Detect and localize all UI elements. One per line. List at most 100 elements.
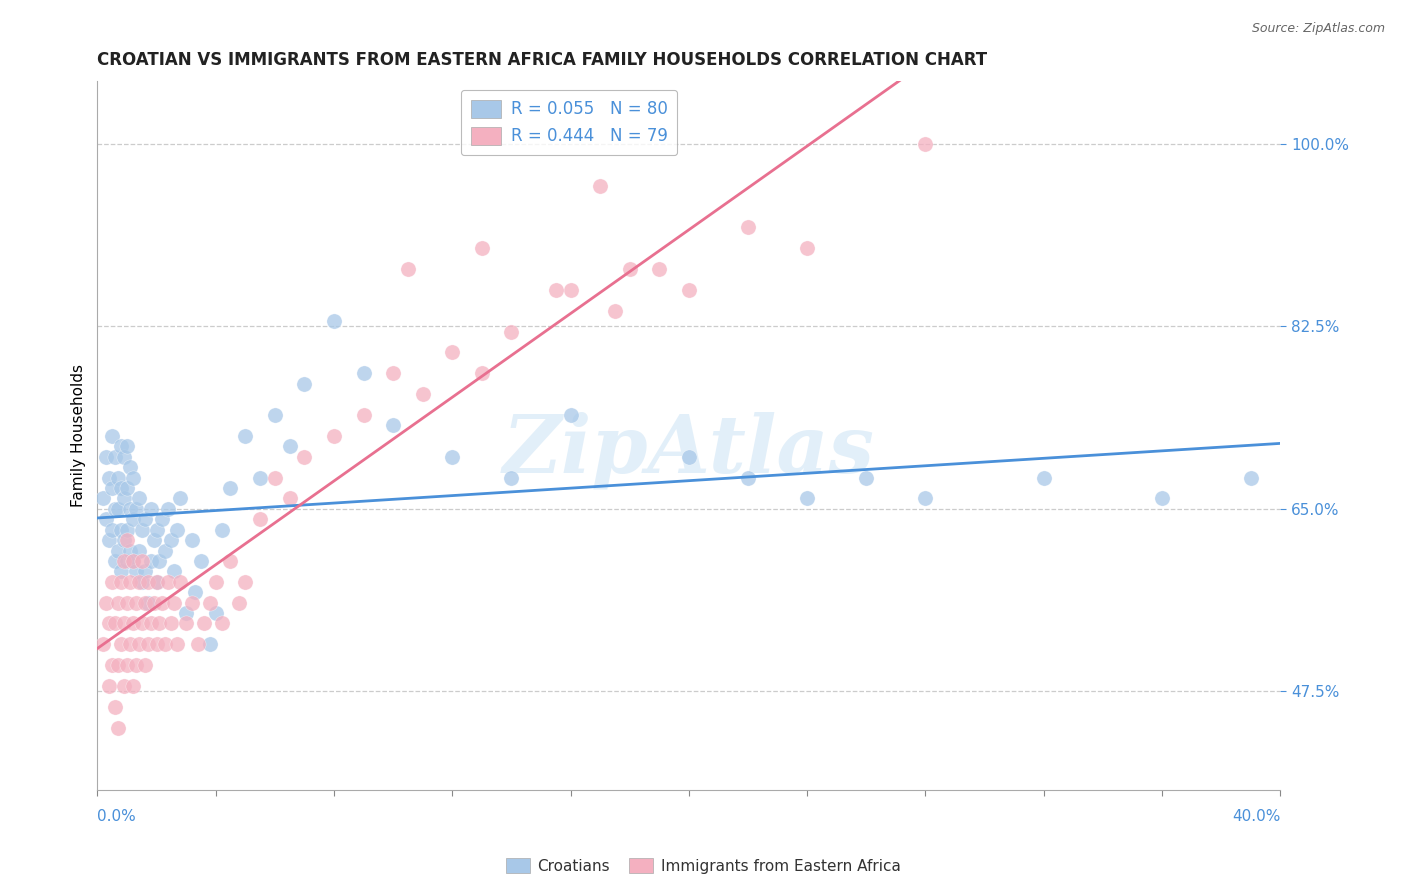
Point: [648, 262, 671, 277]
Point: [152, 512, 174, 526]
Point: [471, 366, 494, 380]
Point: [163, 565, 186, 579]
Point: [107, 721, 129, 735]
Legend: Croatians, Immigrants from Eastern Africa: Croatians, Immigrants from Eastern Afric…: [499, 852, 907, 880]
Point: [1032, 470, 1054, 484]
Point: [110, 481, 132, 495]
Point: [160, 533, 183, 547]
Point: [292, 450, 315, 464]
Point: [118, 637, 141, 651]
Point: [211, 523, 233, 537]
Point: [353, 366, 375, 380]
Point: [233, 574, 256, 589]
Point: [228, 596, 250, 610]
Point: [110, 574, 132, 589]
Point: [166, 637, 188, 651]
Point: [131, 554, 153, 568]
Point: [160, 616, 183, 631]
Point: [249, 470, 271, 484]
Point: [131, 574, 153, 589]
Point: [501, 470, 523, 484]
Point: [187, 637, 209, 651]
Point: [142, 596, 165, 610]
Point: [107, 596, 129, 610]
Point: [112, 450, 135, 464]
Point: [145, 523, 167, 537]
Point: [678, 450, 700, 464]
Point: [128, 491, 150, 506]
Point: [101, 481, 124, 495]
Point: [112, 491, 135, 506]
Point: [441, 450, 464, 464]
Point: [796, 241, 818, 255]
Point: [145, 574, 167, 589]
Point: [121, 470, 143, 484]
Text: Source: ZipAtlas.com: Source: ZipAtlas.com: [1251, 22, 1385, 36]
Point: [169, 491, 191, 506]
Point: [134, 512, 156, 526]
Point: [110, 523, 132, 537]
Point: [101, 523, 124, 537]
Point: [107, 543, 129, 558]
Point: [115, 481, 138, 495]
Point: [441, 345, 464, 359]
Point: [148, 616, 170, 631]
Point: [128, 574, 150, 589]
Point: [104, 616, 127, 631]
Point: [104, 450, 127, 464]
Legend: R = 0.055   N = 80, R = 0.444   N = 79: R = 0.055 N = 80, R = 0.444 N = 79: [461, 90, 678, 155]
Point: [96, 450, 118, 464]
Point: [118, 574, 141, 589]
Point: [198, 596, 221, 610]
Point: [157, 574, 180, 589]
Point: [169, 574, 191, 589]
Point: [323, 314, 346, 328]
Point: [115, 658, 138, 673]
Point: [125, 501, 148, 516]
Point: [104, 501, 127, 516]
Point: [98, 470, 121, 484]
Point: [136, 596, 159, 610]
Point: [396, 262, 419, 277]
Point: [155, 637, 177, 651]
Point: [174, 616, 197, 631]
Point: [181, 596, 204, 610]
Text: 0.0%: 0.0%: [97, 809, 136, 824]
Point: [412, 387, 434, 401]
Point: [501, 325, 523, 339]
Point: [121, 554, 143, 568]
Point: [107, 470, 129, 484]
Point: [263, 470, 285, 484]
Point: [121, 512, 143, 526]
Point: [136, 574, 159, 589]
Point: [139, 554, 162, 568]
Point: [914, 136, 936, 151]
Point: [134, 596, 156, 610]
Text: CROATIAN VS IMMIGRANTS FROM EASTERN AFRICA FAMILY HOUSEHOLDS CORRELATION CHART: CROATIAN VS IMMIGRANTS FROM EASTERN AFRI…: [97, 51, 987, 69]
Point: [589, 178, 612, 193]
Point: [233, 429, 256, 443]
Point: [131, 616, 153, 631]
Point: [115, 554, 138, 568]
Point: [544, 283, 567, 297]
Point: [139, 501, 162, 516]
Point: [125, 658, 148, 673]
Text: 40.0%: 40.0%: [1232, 809, 1281, 824]
Point: [107, 658, 129, 673]
Point: [382, 366, 405, 380]
Point: [101, 658, 124, 673]
Point: [107, 501, 129, 516]
Point: [112, 533, 135, 547]
Point: [134, 658, 156, 673]
Point: [110, 439, 132, 453]
Point: [125, 596, 148, 610]
Point: [155, 543, 177, 558]
Point: [110, 565, 132, 579]
Point: [1240, 470, 1263, 484]
Point: [115, 533, 138, 547]
Point: [263, 408, 285, 422]
Point: [128, 637, 150, 651]
Point: [91, 491, 114, 506]
Point: [118, 460, 141, 475]
Point: [101, 574, 124, 589]
